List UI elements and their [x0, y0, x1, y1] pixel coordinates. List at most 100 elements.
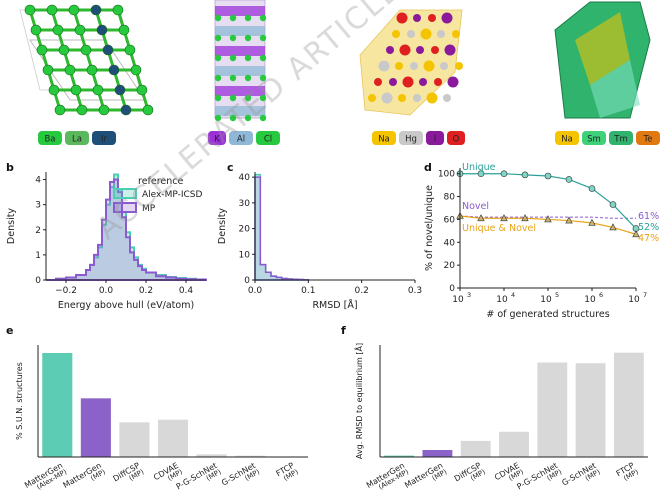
marker-unique-novel [609, 223, 617, 231]
legend-title: reference [138, 176, 184, 187]
y-tick-label: 30 [239, 199, 251, 209]
element-chip [256, 131, 280, 145]
y-tick-label: 0 [244, 276, 250, 286]
polyhedra-layer [215, 86, 265, 96]
element-label: O [453, 135, 460, 145]
atom [419, 78, 427, 86]
x-tick-label: 10 [628, 295, 640, 305]
atom [416, 46, 424, 54]
bar-1 [80, 398, 111, 457]
element-label: Sm [587, 135, 601, 145]
panel-letter-c: c [227, 161, 234, 174]
atom [130, 64, 142, 76]
crystal-structure-k-al-cl [214, 0, 267, 122]
element-label: K [214, 135, 220, 145]
element-chip [426, 131, 444, 145]
atom [68, 4, 80, 16]
atom [64, 64, 76, 76]
element-chip [447, 131, 465, 145]
atom [229, 94, 237, 102]
atom [86, 64, 98, 76]
atom [428, 14, 436, 22]
atom [102, 44, 114, 56]
atom [447, 76, 459, 88]
x-tick-label: 10 [496, 295, 508, 305]
atom [386, 46, 394, 54]
atom [124, 44, 136, 56]
element-chip [555, 131, 579, 145]
bar-2 [119, 422, 150, 457]
series-label-unique: Unique [462, 162, 496, 173]
atom [259, 94, 267, 102]
atom [229, 14, 237, 22]
legend-swatch [113, 202, 137, 213]
atom [259, 14, 267, 22]
y-axis-label: % of novel/unique [424, 185, 435, 271]
atom [214, 74, 222, 82]
atom [112, 4, 124, 16]
marker-unique-novel [500, 214, 508, 222]
y-axis-label: % S.U.N. structures [15, 362, 24, 440]
panel-f-rmsd-bars: MatterGen(Alex-MP)MatterGen(MP) DiffCSP(M… [353, 343, 648, 490]
atom [443, 94, 451, 102]
atom [244, 94, 252, 102]
end-label-novel: 61% [638, 211, 659, 222]
atom [114, 84, 126, 96]
y-tick-label: 4 [35, 176, 41, 186]
atom [392, 30, 400, 38]
atom [410, 62, 418, 70]
polyhedra-layer [215, 26, 265, 36]
atom [423, 60, 435, 72]
y-tick-label: 0 [35, 276, 41, 286]
bar-4 [537, 362, 568, 457]
marker-unique [500, 170, 508, 178]
y-tick-label: 2 [35, 226, 41, 236]
panel-letter-d: d [424, 161, 432, 174]
polyhedra-layer [215, 106, 265, 116]
atom [42, 64, 54, 76]
marker-unique-novel [521, 214, 529, 222]
y-axis-label: Avg. RMSD to equilibrium [Å] [353, 343, 364, 459]
x-tick-exponent: 5 [555, 291, 559, 299]
end-label-unique-novel: 47% [638, 233, 659, 244]
element-chip [208, 131, 226, 145]
x-tick-exponent: 3 [467, 291, 471, 299]
atom [80, 44, 92, 56]
atom [413, 14, 421, 22]
y-tick-label: 100 [438, 170, 455, 180]
element-chip [92, 131, 116, 145]
bar-6 [613, 352, 644, 457]
element-chip [582, 131, 606, 145]
atom [437, 30, 445, 38]
marker-unique [609, 201, 617, 208]
marker-unique-novel [588, 218, 596, 226]
panel-c-rmsd-hist: 0 10 20 30 40 0.0 0.1 0.2 0.3 RMSD [Å] Density [217, 172, 422, 311]
atom [229, 34, 237, 42]
bar-0 [42, 353, 73, 457]
x-tick-label: 0.2 [355, 286, 369, 296]
element-label: La [72, 135, 82, 145]
atom [54, 104, 66, 116]
y-axis-label: Density [217, 208, 228, 244]
atom [420, 28, 432, 40]
atom [142, 104, 154, 116]
atom [259, 74, 267, 82]
x-tick-exponent: 7 [643, 291, 647, 299]
bar-3 [157, 419, 189, 457]
atom [259, 54, 267, 62]
element-label: Te [643, 135, 653, 145]
atom [244, 114, 252, 122]
atom [214, 14, 222, 22]
element-chip [399, 131, 423, 145]
y-tick-label: 40 [444, 238, 456, 248]
legend-label: Alex-MP-ICSD [142, 190, 203, 200]
marker-unique [477, 170, 485, 178]
x-tick-exponent: 6 [599, 291, 603, 299]
element-legends: Ba La Ir K Al Cl Na Hg I O Na Sm Tm Te [38, 131, 660, 145]
hist-series-1 [254, 176, 310, 281]
element-label: I [434, 135, 437, 145]
series-label-novel: Novel [462, 201, 489, 212]
x-tick-label: 0.1 [301, 286, 315, 296]
y-tick-label: 60 [444, 215, 456, 225]
